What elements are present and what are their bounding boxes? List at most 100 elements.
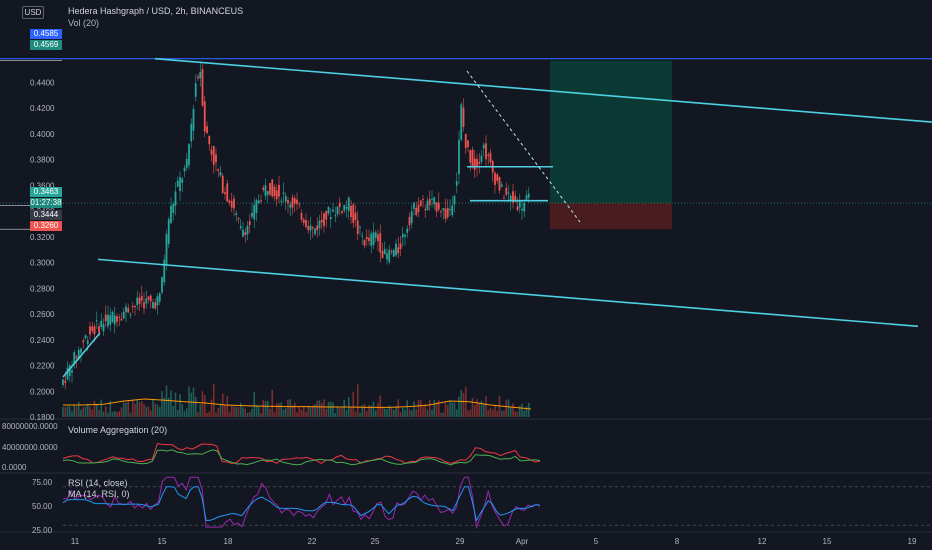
volume-bar: [453, 402, 456, 417]
volume-bar: [478, 402, 481, 417]
volume-bar: [426, 409, 429, 417]
volume-bar: [80, 409, 82, 417]
volume-bar: [417, 399, 420, 417]
candle-body: [415, 207, 418, 216]
volume-bar: [352, 392, 355, 417]
candle-body: [318, 220, 321, 228]
volume-bar: [136, 399, 139, 417]
volume-bar: [431, 409, 433, 417]
volume-bar: [271, 390, 274, 417]
candle-body: [264, 185, 267, 196]
candle-body: [523, 203, 526, 212]
time-tick-label: 19: [908, 537, 917, 546]
candle-body: [388, 249, 391, 263]
candle-body: [316, 225, 319, 231]
currency-badge[interactable]: USD: [22, 6, 44, 19]
volume-bar: [242, 407, 244, 417]
volume-bar: [361, 405, 364, 417]
price-tick-label: 0.2600: [30, 310, 55, 319]
candle-body: [163, 259, 166, 283]
candle-body: [354, 212, 357, 220]
rsi-legend[interactable]: RSI (14, close): [68, 478, 128, 488]
volume-bar: [174, 392, 177, 417]
volume-legend[interactable]: Vol (20): [68, 18, 100, 28]
candle-body: [127, 308, 130, 313]
candle-body: [289, 204, 292, 208]
candle-body: [158, 293, 161, 302]
volume-bar: [129, 412, 132, 417]
volume-bar: [255, 404, 258, 417]
volume-bar: [424, 404, 427, 417]
candle-body: [282, 192, 285, 194]
candle-body: [383, 249, 386, 254]
volume-bar: [460, 389, 463, 417]
candle-body: [71, 370, 73, 373]
volume-bar: [343, 399, 346, 417]
volume-bar: [125, 402, 127, 417]
volume-aggregation-legend[interactable]: Volume Aggregation (20): [68, 425, 168, 435]
volume-bar: [320, 403, 323, 417]
volume-bar: [134, 403, 136, 417]
candle-body: [77, 349, 80, 359]
candlesticks: [62, 61, 530, 389]
price-tick-label: 0.2000: [30, 387, 55, 396]
time-tick-label: 5: [594, 537, 599, 546]
candle-body: [248, 221, 251, 226]
volume-bar: [248, 411, 251, 417]
candle-body: [498, 176, 501, 191]
volume-bar: [156, 404, 159, 417]
volume-bar: [327, 401, 330, 417]
candle-body: [363, 240, 366, 246]
volume-bar: [293, 402, 296, 417]
candle-body: [507, 192, 510, 194]
candle-body: [93, 326, 96, 335]
volume-bar: [257, 406, 260, 417]
volume-bar: [323, 399, 325, 417]
volume-bar: [377, 402, 379, 417]
volume-bar: [111, 411, 114, 417]
candle-body: [237, 218, 240, 220]
volume-bar: [428, 399, 431, 417]
candle-body: [471, 149, 474, 167]
candle-body: [386, 253, 388, 260]
candle-body: [309, 225, 312, 231]
candle-body: [467, 140, 469, 147]
volume-bar: [246, 412, 249, 417]
candle-body: [296, 199, 298, 205]
candle-body: [170, 205, 172, 224]
candle-body: [120, 318, 123, 321]
volume-bar: [201, 391, 204, 417]
candle-body: [149, 295, 152, 302]
volume-bar: [118, 411, 121, 417]
price-axis: 0.44000.42000.40000.38000.36000.34000.32…: [2, 78, 58, 535]
volume-bar: [73, 405, 76, 417]
volume-bar: [521, 403, 523, 417]
candle-body: [343, 204, 346, 211]
time-tick-label: 12: [758, 537, 767, 546]
volume-bar: [386, 409, 388, 417]
candle-body: [419, 200, 422, 206]
candle-body: [255, 200, 258, 213]
volume-bar: [266, 400, 269, 417]
candle-body: [136, 297, 139, 306]
candle-body: [426, 200, 429, 211]
candle-body: [496, 174, 499, 181]
volume-bar: [172, 406, 175, 417]
candle-body: [82, 340, 85, 343]
candle-body: [359, 227, 361, 229]
upper-channel-line: [154, 57, 932, 123]
candle-body: [111, 312, 114, 323]
rsi-ma-legend[interactable]: MA (14, RSI, 0): [68, 489, 130, 499]
candle-body: [107, 314, 109, 327]
volume-bars: [62, 384, 532, 417]
volume-bar: [75, 406, 78, 417]
price-tick-label: 0.3200: [30, 233, 55, 242]
volume-bar: [152, 399, 154, 417]
candle-body: [435, 202, 438, 212]
volume-bar: [284, 408, 287, 417]
volume-bar: [494, 404, 496, 417]
candle-body: [397, 247, 400, 254]
candle-body: [80, 348, 82, 353]
volume-bar: [408, 409, 411, 417]
